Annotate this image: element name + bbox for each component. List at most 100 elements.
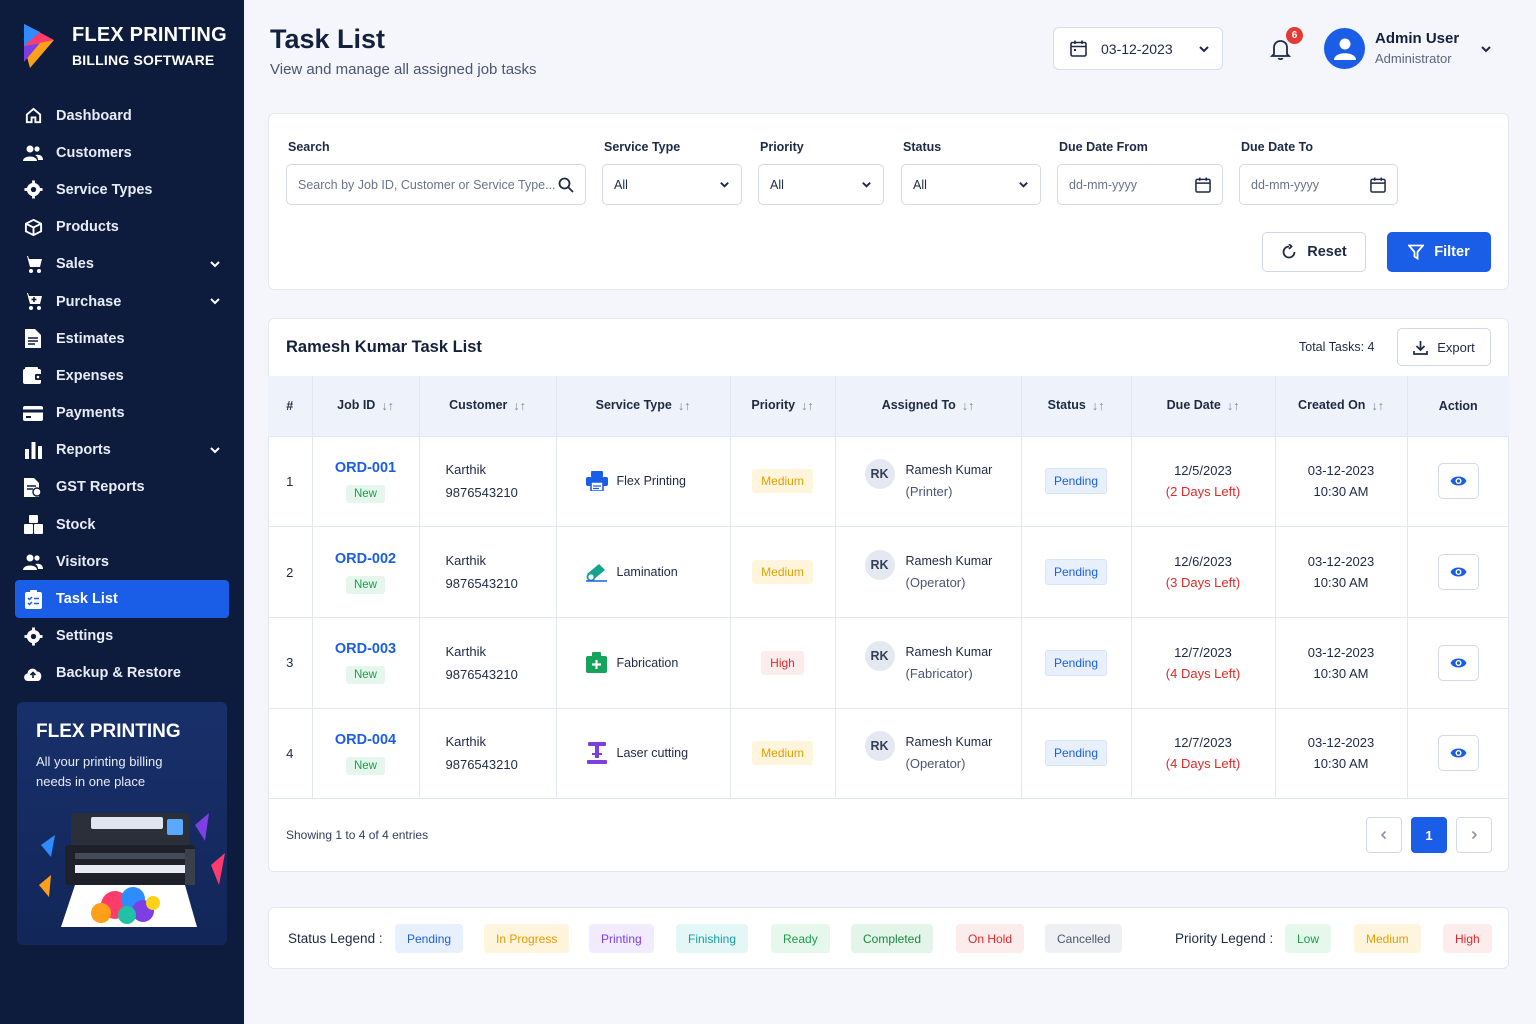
sidebar-item-estimates[interactable]: Estimates: [15, 320, 229, 357]
chevron-down-icon[interactable]: [209, 444, 221, 456]
chevron-down-icon[interactable]: [209, 258, 221, 270]
file-icon: [23, 329, 43, 349]
col-header-number: #: [268, 376, 313, 437]
search-icon[interactable]: [558, 177, 574, 193]
sidebar-item-label: Service Types: [56, 181, 153, 198]
cart-icon: [23, 254, 43, 274]
col-header-created-on[interactable]: Created On ↓↑: [1275, 376, 1408, 437]
sidebar-item-backup-restore[interactable]: Backup & Restore: [15, 655, 229, 692]
col-header-status[interactable]: Status ↓↑: [1021, 376, 1132, 437]
total-tasks: Total Tasks: 4: [1299, 340, 1375, 354]
status-badge: Pending: [1044, 468, 1108, 495]
sort-icon[interactable]: ↓↑: [1371, 399, 1384, 414]
new-badge: New: [345, 575, 385, 594]
date-picker[interactable]: 03-12-2023: [1053, 27, 1223, 70]
sidebar-item-dashboard[interactable]: Dashboard: [15, 97, 229, 134]
service-type-value: All: [614, 177, 628, 192]
status-legend-label: Status Legend :: [288, 931, 383, 946]
sidebar-item-task-list[interactable]: Task List: [15, 580, 229, 618]
assignee-name: Ramesh Kumar: [905, 463, 993, 478]
promo-card: FLEX PRINTING All your printing billing …: [17, 702, 227, 945]
assignee-name: Ramesh Kumar: [905, 735, 993, 750]
customer-name: Karthik: [445, 553, 486, 569]
sidebar-item-products[interactable]: Products: [15, 209, 229, 246]
status-badge: Pending: [1044, 649, 1108, 676]
brand-logo[interactable]: FLEX PRINTING BILLING SOFTWARE: [20, 22, 227, 70]
page-title: Task List: [270, 24, 386, 54]
service-type-select[interactable]: All: [602, 164, 742, 205]
status-select[interactable]: All: [901, 164, 1041, 205]
col-header-service-type[interactable]: Service Type ↓↑: [556, 376, 731, 437]
assignee-avatar: RK: [864, 550, 895, 581]
priority-badge: Medium: [752, 741, 813, 766]
job-id-link[interactable]: ORD-003: [334, 641, 397, 658]
sidebar-item-label: Customers: [56, 144, 132, 161]
col-header-action: Action: [1407, 376, 1509, 437]
sidebar-item-gst-reports[interactable]: GST Reports: [15, 469, 229, 506]
service-name: Laser cutting: [616, 746, 689, 761]
due-from-input[interactable]: dd-mm-yyyy: [1057, 164, 1223, 205]
sidebar-nav: Dashboard Customers Service Types Produc…: [15, 97, 229, 692]
calendar-icon[interactable]: [1370, 176, 1386, 193]
col-header-due-date[interactable]: Due Date ↓↑: [1131, 376, 1276, 437]
chevron-down-icon[interactable]: [1480, 43, 1492, 55]
sidebar-item-sales[interactable]: Sales: [15, 246, 229, 283]
due-to-label: Due Date To: [1241, 140, 1313, 154]
sidebar-item-payments[interactable]: Payments: [15, 395, 229, 432]
row-number: 2: [268, 526, 313, 618]
col-header-priority[interactable]: Priority ↓↑: [730, 376, 836, 437]
user-name[interactable]: Admin User: [1375, 30, 1460, 47]
sidebar-item-purchase[interactable]: Purchase: [15, 283, 229, 320]
legend-printing: Printing: [589, 924, 654, 953]
sidebar-item-settings[interactable]: Settings: [15, 618, 229, 655]
wallet-icon: [23, 366, 43, 386]
view-button[interactable]: [1437, 735, 1479, 772]
chevron-left-icon: [1380, 830, 1387, 840]
priority-badge: Medium: [752, 560, 813, 585]
view-button[interactable]: [1437, 554, 1479, 591]
sidebar-item-label: Backup & Restore: [56, 665, 181, 682]
view-button[interactable]: [1437, 463, 1479, 500]
sort-icon[interactable]: ↓↑: [677, 399, 691, 414]
chevron-down-icon[interactable]: [209, 295, 221, 307]
sidebar-item-reports[interactable]: Reports: [15, 432, 229, 469]
sidebar-item-customers[interactable]: Customers: [15, 134, 229, 171]
search-input[interactable]: Search by Job ID, Customer or Service Ty…: [286, 164, 586, 205]
bell-icon[interactable]: [1270, 38, 1291, 60]
cart-plus-icon: [23, 292, 43, 312]
sidebar-item-visitors[interactable]: Visitors: [15, 543, 229, 580]
due-to-input[interactable]: dd-mm-yyyy: [1239, 164, 1398, 205]
sort-icon[interactable]: ↓↑: [1091, 399, 1105, 414]
calendar-icon[interactable]: [1195, 176, 1211, 193]
sort-icon[interactable]: ↓↑: [1226, 399, 1240, 414]
sort-icon[interactable]: ↓↑: [961, 399, 975, 414]
job-id-link[interactable]: ORD-001: [334, 459, 397, 476]
filter-button[interactable]: Filter: [1387, 232, 1491, 272]
avatar[interactable]: [1324, 28, 1365, 69]
view-button[interactable]: [1437, 644, 1479, 681]
customer-name: Karthik: [445, 643, 486, 659]
job-id-link[interactable]: ORD-002: [334, 550, 397, 567]
col-header-assigned-to[interactable]: Assigned To ↓↑: [835, 376, 1022, 437]
card-icon: [23, 403, 43, 423]
sort-icon[interactable]: ↓↑: [513, 399, 526, 414]
col-header-job-id[interactable]: Job ID ↓↑: [312, 376, 420, 437]
pagination-page-1[interactable]: 1: [1411, 817, 1447, 853]
export-button[interactable]: Export: [1397, 328, 1491, 366]
priority-select[interactable]: All: [758, 164, 884, 205]
notification-badge: 6: [1286, 27, 1303, 44]
sidebar-item-service-types[interactable]: Service Types: [15, 171, 229, 208]
sort-icon[interactable]: ↓↑: [801, 399, 814, 414]
sidebar-item-stock[interactable]: Stock: [15, 506, 229, 543]
bar-chart-icon: [23, 440, 43, 460]
reset-label: Reset: [1307, 244, 1347, 260]
sort-icon[interactable]: ↓↑: [381, 399, 394, 414]
sidebar-item-expenses[interactable]: Expenses: [15, 357, 229, 394]
col-header-customer[interactable]: Customer ↓↑: [419, 376, 557, 437]
reset-button[interactable]: Reset: [1262, 232, 1366, 272]
created-time: 10:30 AM: [1313, 575, 1369, 591]
pagination-next-button[interactable]: [1456, 817, 1492, 853]
sidebar-item-label: Purchase: [56, 293, 122, 310]
job-id-link[interactable]: ORD-004: [334, 731, 397, 748]
pagination-prev-button[interactable]: [1366, 817, 1402, 853]
